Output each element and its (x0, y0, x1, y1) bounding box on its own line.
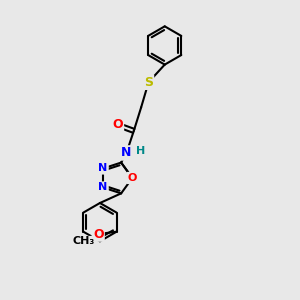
Text: N: N (98, 182, 108, 193)
Text: O: O (128, 173, 137, 183)
Text: N: N (121, 146, 132, 159)
Text: O: O (112, 118, 123, 131)
Text: N: N (98, 164, 108, 173)
Text: S: S (144, 76, 153, 89)
Text: O: O (93, 228, 104, 241)
Text: H: H (136, 146, 146, 157)
Text: CH₃: CH₃ (72, 236, 95, 246)
